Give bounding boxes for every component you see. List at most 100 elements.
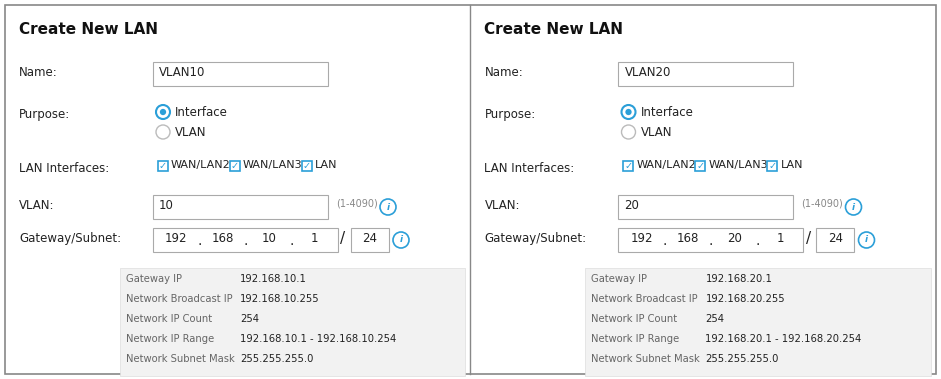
Text: /: / bbox=[341, 231, 345, 246]
Text: WAN/LAN3: WAN/LAN3 bbox=[709, 160, 768, 170]
Text: 192.168.20.255: 192.168.20.255 bbox=[706, 294, 785, 304]
Text: Create New LAN: Create New LAN bbox=[19, 22, 158, 37]
FancyBboxPatch shape bbox=[695, 161, 706, 171]
Text: 255.255.255.0: 255.255.255.0 bbox=[706, 354, 779, 364]
Text: 168: 168 bbox=[677, 232, 699, 245]
Text: VLAN20: VLAN20 bbox=[625, 66, 671, 79]
Text: Gateway/Subnet:: Gateway/Subnet: bbox=[19, 232, 121, 245]
Text: Network IP Range: Network IP Range bbox=[592, 334, 679, 344]
Text: WAN/LAN3: WAN/LAN3 bbox=[243, 160, 303, 170]
Bar bbox=[618, 228, 804, 252]
Text: Create New LAN: Create New LAN bbox=[485, 22, 624, 37]
Text: VLAN: VLAN bbox=[175, 126, 206, 139]
Text: ✓: ✓ bbox=[625, 161, 632, 171]
Text: VLAN10: VLAN10 bbox=[159, 66, 205, 79]
Circle shape bbox=[156, 105, 170, 119]
Text: VLAN:: VLAN: bbox=[19, 199, 55, 212]
Bar bbox=[817, 228, 854, 252]
Text: 192.168.10.1 - 192.168.10.254: 192.168.10.1 - 192.168.10.254 bbox=[240, 334, 396, 344]
Text: 192.168.20.1 - 192.168.20.254: 192.168.20.1 - 192.168.20.254 bbox=[706, 334, 862, 344]
Circle shape bbox=[621, 105, 635, 119]
Text: (1-4090): (1-4090) bbox=[802, 199, 843, 209]
Text: 24: 24 bbox=[362, 232, 377, 245]
Text: 192.168.10.255: 192.168.10.255 bbox=[240, 294, 320, 304]
Text: 1: 1 bbox=[776, 232, 784, 245]
Text: Network IP Count: Network IP Count bbox=[592, 314, 678, 324]
Text: Network Broadcast IP: Network Broadcast IP bbox=[126, 294, 232, 304]
Text: .: . bbox=[197, 234, 201, 248]
FancyBboxPatch shape bbox=[230, 161, 240, 171]
Text: Network Broadcast IP: Network Broadcast IP bbox=[592, 294, 698, 304]
Text: 20: 20 bbox=[625, 199, 639, 212]
Text: ✓: ✓ bbox=[696, 161, 705, 171]
Text: Gateway IP: Gateway IP bbox=[592, 274, 647, 284]
Text: 1: 1 bbox=[311, 232, 319, 245]
Text: Network IP Count: Network IP Count bbox=[126, 314, 212, 324]
Text: 254: 254 bbox=[240, 314, 259, 324]
Text: ✓: ✓ bbox=[303, 161, 311, 171]
Text: Gateway/Subnet:: Gateway/Subnet: bbox=[485, 232, 586, 245]
Text: 254: 254 bbox=[706, 314, 725, 324]
Text: i: i bbox=[865, 235, 868, 244]
Bar bbox=[618, 195, 793, 219]
Text: ✓: ✓ bbox=[769, 161, 776, 171]
FancyBboxPatch shape bbox=[302, 161, 312, 171]
Text: 192: 192 bbox=[165, 232, 187, 245]
Text: 192.168.10.1: 192.168.10.1 bbox=[240, 274, 307, 284]
Text: VLAN:: VLAN: bbox=[485, 199, 520, 212]
Text: /: / bbox=[805, 231, 811, 246]
Text: ✓: ✓ bbox=[159, 161, 167, 171]
Text: Name:: Name: bbox=[19, 66, 57, 79]
Bar bbox=[153, 195, 328, 219]
Text: .: . bbox=[662, 234, 667, 248]
Text: ✓: ✓ bbox=[231, 161, 239, 171]
Text: Gateway IP: Gateway IP bbox=[126, 274, 182, 284]
Circle shape bbox=[858, 232, 874, 248]
Circle shape bbox=[380, 199, 396, 215]
Text: Name:: Name: bbox=[485, 66, 523, 79]
Text: Interface: Interface bbox=[641, 106, 694, 119]
Text: .: . bbox=[290, 234, 294, 248]
Text: 10: 10 bbox=[159, 199, 174, 212]
Text: Purpose:: Purpose: bbox=[19, 108, 71, 121]
Text: 20: 20 bbox=[726, 232, 742, 245]
Bar bbox=[585, 268, 931, 376]
FancyBboxPatch shape bbox=[768, 161, 777, 171]
Circle shape bbox=[621, 125, 635, 139]
Text: i: i bbox=[387, 202, 390, 211]
Text: 192: 192 bbox=[630, 232, 653, 245]
Text: 255.255.255.0: 255.255.255.0 bbox=[240, 354, 313, 364]
Bar bbox=[351, 228, 389, 252]
FancyBboxPatch shape bbox=[158, 161, 168, 171]
Text: VLAN: VLAN bbox=[641, 126, 672, 139]
Text: .: . bbox=[755, 234, 759, 248]
Text: WAN/LAN2: WAN/LAN2 bbox=[171, 160, 231, 170]
Text: .: . bbox=[244, 234, 247, 248]
Text: 24: 24 bbox=[828, 232, 843, 245]
Text: .: . bbox=[709, 234, 713, 248]
Text: i: i bbox=[399, 235, 403, 244]
Text: Interface: Interface bbox=[175, 106, 228, 119]
Text: i: i bbox=[852, 202, 855, 211]
Circle shape bbox=[626, 109, 631, 115]
Text: 10: 10 bbox=[262, 232, 276, 245]
Bar bbox=[153, 62, 328, 86]
Text: WAN/LAN2: WAN/LAN2 bbox=[636, 160, 696, 170]
Text: Purpose:: Purpose: bbox=[485, 108, 535, 121]
FancyBboxPatch shape bbox=[624, 161, 633, 171]
Circle shape bbox=[846, 199, 862, 215]
Text: LAN Interfaces:: LAN Interfaces: bbox=[19, 162, 109, 175]
Text: 192.168.20.1: 192.168.20.1 bbox=[706, 274, 773, 284]
Bar bbox=[618, 62, 793, 86]
Text: LAN: LAN bbox=[315, 160, 338, 170]
Text: LAN: LAN bbox=[780, 160, 803, 170]
Circle shape bbox=[156, 125, 170, 139]
Text: Network IP Range: Network IP Range bbox=[126, 334, 215, 344]
Text: (1-4090): (1-4090) bbox=[336, 199, 377, 209]
Bar bbox=[120, 268, 466, 376]
Text: Network Subnet Mask: Network Subnet Mask bbox=[592, 354, 700, 364]
Circle shape bbox=[160, 109, 167, 115]
Circle shape bbox=[393, 232, 409, 248]
Text: LAN Interfaces:: LAN Interfaces: bbox=[485, 162, 575, 175]
Text: Network Subnet Mask: Network Subnet Mask bbox=[126, 354, 234, 364]
